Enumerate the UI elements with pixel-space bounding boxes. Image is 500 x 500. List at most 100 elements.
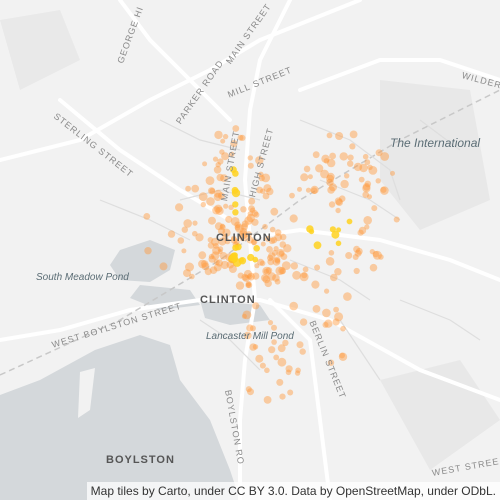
data-point xyxy=(225,215,233,223)
data-point xyxy=(281,261,291,270)
data-point xyxy=(262,275,271,284)
data-point xyxy=(280,253,288,260)
data-point xyxy=(279,268,286,275)
data-point xyxy=(312,305,321,313)
data-point xyxy=(308,228,315,235)
data-point xyxy=(230,140,238,148)
data-point xyxy=(328,250,335,256)
data-point xyxy=(235,224,244,233)
data-point xyxy=(214,222,223,231)
island xyxy=(78,368,95,418)
data-point xyxy=(328,201,336,208)
data-point xyxy=(232,125,240,132)
data-point xyxy=(252,256,259,263)
data-point xyxy=(327,359,335,366)
data-point xyxy=(296,341,304,349)
data-point xyxy=(326,172,335,181)
data-point xyxy=(334,197,343,205)
data-point xyxy=(362,184,371,193)
data-point xyxy=(214,204,223,213)
data-point xyxy=(229,151,235,157)
place-label-south-meadow-pond: South Meadow Pond xyxy=(36,272,129,283)
data-point xyxy=(261,274,269,282)
data-point xyxy=(249,325,256,332)
data-point xyxy=(278,266,286,275)
data-point xyxy=(192,230,198,237)
data-point xyxy=(353,162,363,172)
data-point xyxy=(259,260,266,267)
data-point xyxy=(201,260,209,268)
place-label-boylston: BOYLSTON xyxy=(106,454,175,466)
data-point xyxy=(393,216,400,223)
data-point xyxy=(244,216,253,225)
data-point xyxy=(339,352,345,359)
data-point xyxy=(302,266,309,273)
data-point xyxy=(248,197,256,205)
data-point xyxy=(268,252,276,260)
data-point xyxy=(143,213,151,220)
data-point xyxy=(289,192,295,199)
data-point xyxy=(334,268,342,276)
data-point xyxy=(217,249,223,255)
data-point xyxy=(333,306,339,313)
data-point xyxy=(364,224,370,230)
data-point xyxy=(329,183,337,192)
data-point xyxy=(222,133,229,140)
data-point xyxy=(220,260,229,270)
data-point xyxy=(269,226,276,233)
data-point xyxy=(335,240,342,247)
data-point xyxy=(364,180,372,188)
data-point xyxy=(267,258,275,266)
data-point xyxy=(265,267,273,274)
data-point xyxy=(241,220,249,228)
data-point xyxy=(278,250,285,257)
data-point xyxy=(219,223,225,229)
data-point xyxy=(371,205,378,212)
data-point xyxy=(201,262,210,271)
data-point xyxy=(307,174,313,180)
data-point xyxy=(229,254,239,263)
data-point xyxy=(259,362,266,369)
data-point xyxy=(300,173,309,182)
data-point xyxy=(248,205,255,213)
data-point xyxy=(232,201,239,208)
data-point xyxy=(289,301,299,311)
data-point xyxy=(246,236,254,244)
data-point xyxy=(331,230,340,239)
data-point xyxy=(340,179,349,189)
data-point xyxy=(353,267,360,275)
data-point xyxy=(213,263,222,272)
data-point xyxy=(262,223,268,230)
data-point xyxy=(262,266,272,276)
data-point xyxy=(274,229,282,236)
data-point xyxy=(279,393,286,400)
data-point xyxy=(380,186,389,195)
data-point xyxy=(264,279,272,288)
data-point xyxy=(362,153,369,160)
data-point xyxy=(327,186,335,194)
data-point xyxy=(256,186,263,194)
data-point xyxy=(276,378,284,386)
data-point xyxy=(217,158,224,165)
data-point xyxy=(295,367,301,374)
data-point xyxy=(177,237,185,244)
data-point xyxy=(266,246,273,253)
data-point xyxy=(215,259,223,267)
data-point xyxy=(323,158,330,164)
reservoir xyxy=(0,335,240,500)
data-point xyxy=(375,178,381,184)
data-point xyxy=(252,272,260,280)
data-point xyxy=(250,207,256,213)
park-area xyxy=(380,80,490,230)
data-point xyxy=(340,325,346,332)
data-point xyxy=(228,265,237,273)
data-point xyxy=(312,151,320,159)
data-point xyxy=(192,220,198,226)
data-point xyxy=(273,246,279,252)
data-point xyxy=(292,270,301,280)
data-point xyxy=(258,171,264,178)
data-point xyxy=(349,143,356,150)
data-point xyxy=(239,227,247,235)
data-point xyxy=(339,152,348,161)
